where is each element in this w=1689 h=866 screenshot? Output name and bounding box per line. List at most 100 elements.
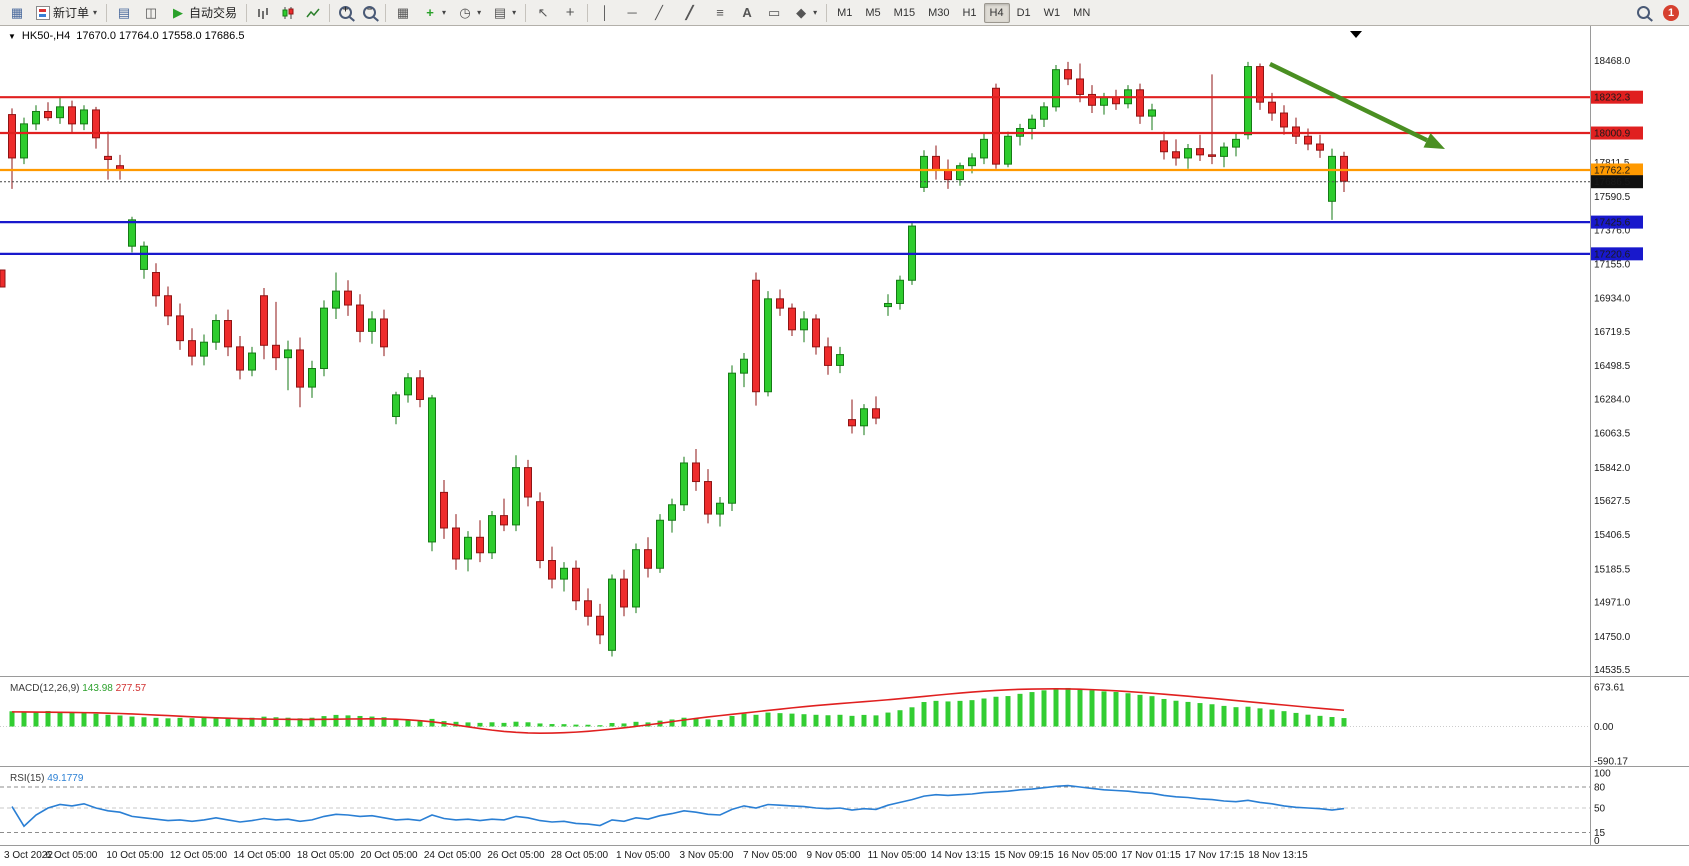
macd-bar (897, 710, 903, 727)
candle (440, 491, 448, 529)
candle (1280, 112, 1288, 128)
price-axis-label: 14535.5 (1594, 665, 1631, 676)
price-badge-label: 17686.5 (1594, 177, 1631, 188)
fibonacci-icon: ≡ (716, 5, 724, 20)
new-order-icon (36, 5, 50, 20)
bar-chart-button[interactable] (251, 2, 275, 24)
candle (236, 346, 244, 371)
horizontal-line-button[interactable]: ─ (619, 2, 645, 24)
trendline-button[interactable]: ╱ (646, 2, 672, 24)
price-axis-label: 16498.5 (1594, 361, 1631, 372)
candle (872, 408, 880, 419)
macd-bar (189, 718, 195, 727)
candle (956, 165, 964, 181)
time-axis-label: 24 Oct 05:00 (424, 850, 482, 861)
candle (860, 408, 868, 427)
macd-bar (141, 717, 147, 727)
macd-bar (237, 718, 243, 727)
candle (716, 502, 724, 515)
add-indicator-icon: + (426, 5, 434, 20)
zoom-out-button[interactable]: − (358, 2, 381, 24)
profiles-button[interactable]: ▤ (111, 2, 137, 24)
time-axis-label: 17 Nov 01:15 (1121, 850, 1181, 861)
price-axis-label: 17155.0 (1594, 260, 1631, 271)
scroll-to-end-icon[interactable] (1350, 31, 1362, 38)
periods-button[interactable]: ◷ ▾ (452, 2, 486, 24)
text-label-button[interactable]: ▭ (761, 2, 787, 24)
indicators-button[interactable]: + ▾ (417, 2, 451, 24)
macd-bar (1041, 690, 1047, 727)
macd-bar (261, 716, 267, 727)
tf-h1-button[interactable]: H1 (956, 3, 982, 23)
candle (920, 155, 928, 188)
fibonacci-button[interactable]: ≡ (707, 2, 733, 24)
candle (428, 397, 436, 543)
candle (788, 307, 796, 331)
price-axis-label: 16063.5 (1594, 429, 1631, 440)
candlestick-chart-button[interactable] (276, 2, 300, 24)
tf-h4-button[interactable]: H4 (983, 2, 1010, 23)
tf-m1-button[interactable]: M1 (831, 3, 858, 23)
candle (260, 295, 268, 346)
chart-menu-icon[interactable]: ▼ (8, 32, 16, 41)
price-badge-label: 18232.3 (1594, 93, 1631, 104)
templates-button[interactable]: ▤ ▾ (487, 2, 521, 24)
price-axis-label: 17376.0 (1594, 225, 1631, 236)
cursor-button[interactable]: ↖ (530, 2, 556, 24)
auto-trading-button[interactable]: ▶ 自动交易 (165, 2, 242, 24)
market-watch-button[interactable]: ◫ (138, 2, 164, 24)
macd-bar (153, 717, 159, 727)
candle (680, 462, 688, 506)
candlestick-chart-icon (282, 6, 294, 19)
new-order-button[interactable]: 新订单 ▾ (31, 2, 102, 24)
tf-w1-button[interactable]: W1 (1038, 3, 1067, 23)
text-button[interactable]: A (734, 2, 760, 24)
macd-bar (1149, 696, 1155, 727)
toolbar-separator (385, 3, 387, 22)
tf-mn-button[interactable]: MN (1067, 3, 1096, 23)
candle (728, 372, 736, 504)
macd-bar (777, 713, 783, 727)
macd-bar (1077, 688, 1083, 727)
crosshair-button[interactable]: + (557, 2, 583, 24)
tf-m5-button[interactable]: M5 (859, 3, 886, 23)
channel-icon: ╱╱ (685, 5, 694, 20)
search-icon (1637, 6, 1650, 19)
trend-arrow[interactable] (1269, 61, 1428, 143)
tf-m30-button[interactable]: M30 (922, 3, 955, 23)
tf-d1-button[interactable]: D1 (1011, 3, 1037, 23)
candles-layer (8, 61, 1348, 657)
shapes-button[interactable]: ◆ ▾ (788, 2, 822, 24)
search-button[interactable] (1632, 2, 1655, 24)
tf-m15-button[interactable]: M15 (888, 3, 921, 23)
chart-window-button[interactable]: ▦ (4, 2, 30, 24)
macd-bar (573, 724, 579, 727)
candle (1148, 109, 1156, 117)
notification-badge[interactable]: 1 (1663, 4, 1679, 21)
tile-windows-button[interactable]: ▦ (390, 2, 416, 24)
zoom-in-button[interactable]: + (334, 2, 357, 24)
candle (572, 567, 580, 602)
zoom-in-icon: + (339, 5, 353, 19)
channel-button[interactable]: ╱╱ (673, 2, 706, 24)
price-axis-label: 17590.5 (1594, 192, 1631, 203)
line-chart-button[interactable] (301, 2, 325, 24)
vertical-line-button[interactable]: │ (592, 2, 618, 24)
candle (332, 290, 340, 309)
macd-bar (537, 723, 543, 727)
trend-arrow-head (1423, 133, 1445, 149)
candle (56, 106, 64, 119)
price-axis-label: 15627.5 (1594, 496, 1631, 507)
chevron-down-icon: ▾ (477, 8, 482, 17)
candle (44, 110, 52, 119)
candle (8, 114, 16, 159)
macd-bar (525, 722, 531, 727)
chart-bg[interactable] (0, 26, 1689, 866)
price-axis[interactable]: 18468.0 17811.5 17590.5 17376.0 17155.0 16934… (1591, 56, 1643, 676)
toolbar-separator (329, 3, 331, 22)
macd-bar (957, 700, 963, 727)
macd-signal-line (11, 688, 1345, 734)
candle (32, 110, 40, 125)
